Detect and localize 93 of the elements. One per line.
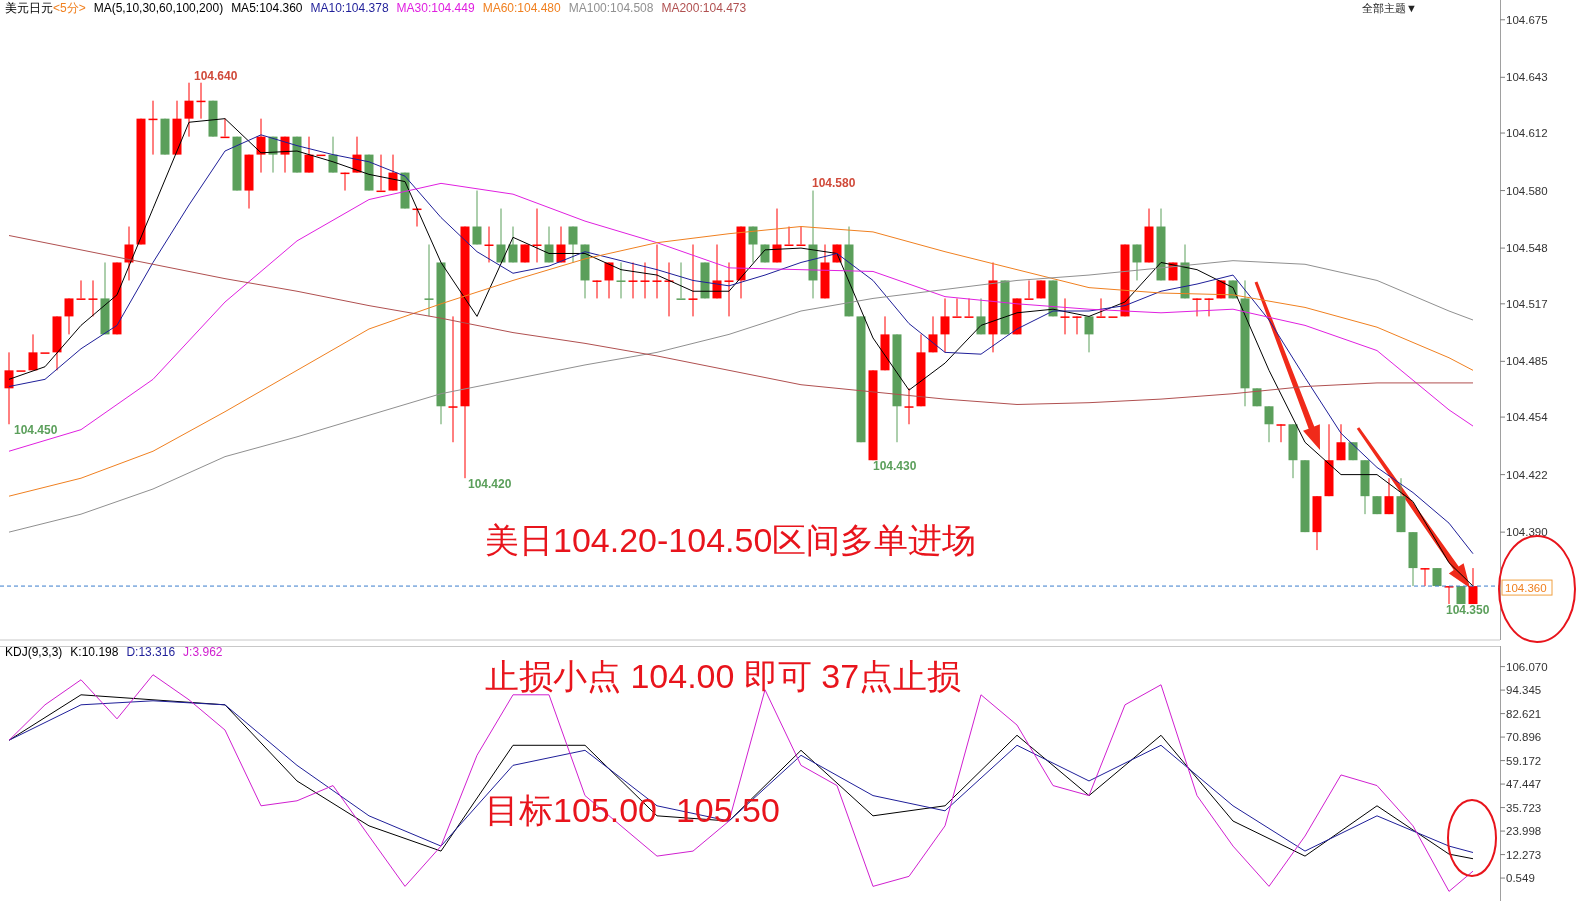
- candlestick: [568, 226, 578, 263]
- candlestick: [388, 154, 398, 192]
- candlestick: [628, 261, 638, 299]
- annotation: 104.580: [812, 176, 856, 190]
- text: MA100:104.508: [568, 1, 654, 15]
- candlestick: [952, 297, 962, 318]
- y-tick-label: 47.447: [1506, 778, 1542, 791]
- candlestick: [676, 261, 686, 300]
- line-series: [8, 226, 1474, 497]
- candlestick: [64, 297, 74, 335]
- y-tick-label: 104.643: [1506, 71, 1548, 84]
- y-tick-label: 104.612: [1506, 127, 1548, 140]
- candlestick: [472, 190, 482, 245]
- candlestick: [592, 279, 602, 299]
- candlestick: [4, 351, 14, 425]
- chart-subtitle: <5分>: [53, 1, 86, 15]
- text: MA10:104.378: [310, 1, 389, 15]
- y-tick-label: 104.517: [1506, 297, 1548, 310]
- candlestick: [1096, 297, 1106, 318]
- candlestick: [796, 226, 806, 246]
- y-tick-label: 104.485: [1506, 355, 1548, 368]
- candlestick: [1204, 297, 1214, 317]
- y-tick-label: 104.422: [1506, 468, 1548, 481]
- candlestick: [328, 136, 338, 174]
- candlestick: [88, 279, 98, 317]
- candlestick: [640, 261, 650, 299]
- candlestick: [424, 243, 434, 317]
- candlestick: [616, 261, 626, 299]
- annotation: 104.430: [873, 459, 917, 473]
- candlestick: [772, 208, 782, 263]
- annotation: 104.350: [1446, 603, 1490, 617]
- y-tick-label: 23.998: [1506, 825, 1542, 838]
- candlestick: [964, 297, 974, 318]
- y-tick-label: 104.675: [1506, 13, 1548, 26]
- candlestick: [1264, 405, 1274, 443]
- y-tick-label: 59.172: [1506, 754, 1542, 767]
- candlestick: [1420, 567, 1430, 587]
- candlestick: [724, 261, 734, 317]
- annotation: 104.420: [468, 477, 512, 491]
- candlestick: [304, 136, 314, 174]
- y-tick-label: 82.621: [1506, 707, 1542, 720]
- y-tick-label: 94.345: [1506, 684, 1542, 697]
- text: MA60:104.480: [482, 1, 562, 15]
- text: MA30:104.449: [396, 1, 475, 15]
- text: K:10.198: [70, 645, 119, 659]
- y-tick-label: 0.549: [1506, 872, 1535, 885]
- candlestick: [1336, 423, 1346, 461]
- candlestick: [604, 261, 614, 299]
- candlestick: [1384, 477, 1394, 515]
- text: MA200:104.473: [661, 1, 747, 15]
- chart-title: 美元日元: [5, 1, 53, 15]
- candlestick: [1192, 297, 1202, 317]
- candlestick: [1072, 315, 1082, 335]
- ref-line-label: 104.360: [1505, 582, 1547, 595]
- candlestick: [940, 297, 950, 353]
- candlestick: [484, 226, 494, 263]
- candlestick: [28, 333, 38, 371]
- candlestick: [508, 226, 518, 263]
- y-tick-label: 104.390: [1506, 526, 1548, 539]
- candlestick: [1132, 243, 1142, 281]
- annotation: 104.640: [194, 69, 238, 83]
- candlestick: [256, 118, 266, 174]
- legend-title: KDJ(9,3,3): [5, 645, 63, 659]
- y-tick-label: 35.723: [1506, 801, 1542, 814]
- candlestick: [496, 208, 506, 263]
- candlestick: [904, 387, 914, 425]
- text: D:13.316: [126, 645, 176, 659]
- line-series: [8, 235, 1474, 405]
- candlestick: [1084, 315, 1094, 353]
- candlestick: [532, 208, 542, 263]
- annotation: 美日104.20-104.50区间多单进场: [485, 521, 977, 559]
- candlestick: [688, 243, 698, 317]
- annotation: 全部主题▼: [1362, 2, 1417, 14]
- y-tick-label: 104.454: [1506, 411, 1549, 424]
- candlestick: [1060, 297, 1070, 335]
- y-tick-label: 104.580: [1506, 184, 1548, 197]
- annotation: 止损小点 104.00 即可 37点止损: [485, 657, 962, 695]
- candlestick: [652, 243, 662, 299]
- annotation: 104.450: [14, 423, 58, 437]
- y-tick-label: 104.548: [1506, 242, 1548, 255]
- candlestick: [1024, 279, 1034, 300]
- candlestick: [1468, 567, 1478, 605]
- candlestick: [1276, 423, 1286, 443]
- y-tick-label: 106.070: [1506, 660, 1548, 673]
- text: J:3.962: [183, 645, 223, 659]
- y-tick-label: 70.896: [1506, 731, 1542, 744]
- candlestick: [448, 315, 458, 443]
- text: MA5:104.360: [231, 1, 303, 15]
- legend-title: MA(5,10,30,60,100,200): [93, 1, 224, 15]
- candlestick: [76, 279, 86, 300]
- candlestick: [184, 82, 194, 138]
- y-tick-label: 12.273: [1506, 848, 1542, 861]
- candlestick: [784, 226, 794, 246]
